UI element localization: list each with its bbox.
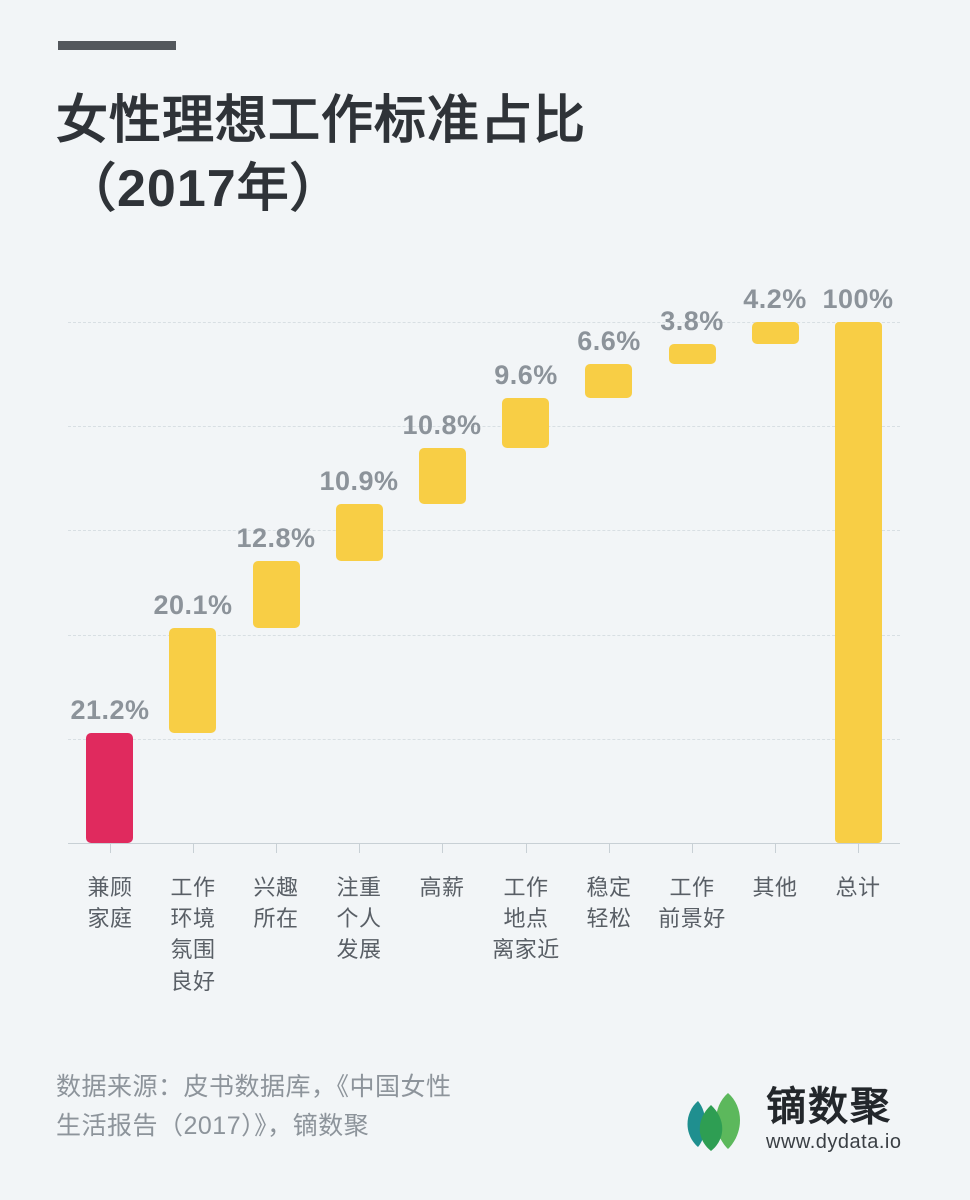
category-label-line: 高薪 <box>419 875 465 900</box>
category-label: 注重 个人 发展 <box>320 872 398 966</box>
category-label: 兴趣 所在 <box>237 872 315 934</box>
gridline <box>68 738 900 740</box>
source-line-1: 数据来源：皮书数据库，《中国女性 <box>56 1073 452 1101</box>
category-label-line: 工作 <box>170 875 216 900</box>
bar-value-label: 10.8% <box>402 410 482 440</box>
x-axis-tick <box>775 844 776 853</box>
title-line-1: 女性理想工作标准占比 <box>56 92 587 150</box>
x-axis-tick <box>609 844 610 853</box>
title-line-2: （2017年） <box>64 159 343 218</box>
bar[interactable] <box>86 733 133 843</box>
page-title: 女性理想工作标准占比 （2017年） <box>56 88 776 223</box>
bar[interactable] <box>752 322 799 344</box>
gridline <box>68 426 900 428</box>
accent-bar <box>58 41 176 50</box>
category-label: 高薪 <box>403 872 481 903</box>
category-label-line: 兴趣 <box>253 875 299 900</box>
category-label-line: 稳定 <box>586 875 632 900</box>
bar-value-label: 3.8% <box>660 306 724 336</box>
category-label-line: 良好 <box>170 968 216 994</box>
bar-value-label: 20.1% <box>153 590 233 620</box>
bar-value-label: 9.6% <box>494 360 558 390</box>
category-label-line: 工作 <box>503 875 549 900</box>
category-label-line: 离家近 <box>492 937 560 963</box>
category-label-line: 家庭 <box>87 906 133 932</box>
category-label-line: 注重 <box>336 875 382 900</box>
x-axis-line <box>68 843 900 844</box>
category-label-line: 发展 <box>336 937 382 963</box>
category-label-line: 所在 <box>253 906 299 932</box>
category-label-line: 轻松 <box>586 906 632 932</box>
category-label-line: 地点 <box>503 906 549 932</box>
category-label-line: 个人 <box>336 906 382 932</box>
bar-value-label: 21.2% <box>70 695 150 725</box>
plot-area <box>68 322 900 843</box>
bar[interactable] <box>419 448 466 504</box>
category-label-line: 工作 <box>669 875 715 900</box>
leaf-icon <box>678 1081 756 1159</box>
gridline <box>68 322 900 323</box>
x-axis-tick <box>858 844 859 853</box>
bar[interactable] <box>585 364 632 398</box>
x-axis-tick <box>276 844 277 853</box>
logo-text: 镝数聚 www.dydata.io <box>766 1086 901 1154</box>
bar-value-label: 6.6% <box>577 326 641 356</box>
x-axis-tick <box>526 844 527 853</box>
x-axis-tick <box>442 844 443 853</box>
category-label: 工作 地点 离家近 <box>487 872 565 966</box>
logo-url: www.dydata.io <box>766 1131 902 1153</box>
category-label-line: 前景好 <box>658 906 726 932</box>
category-label-line: 环境 <box>170 906 216 932</box>
category-label: 其他 <box>736 872 814 903</box>
bar[interactable] <box>169 628 216 733</box>
category-label: 总计 <box>819 872 897 903</box>
category-label-line: 总计 <box>835 875 881 900</box>
category-label: 稳定 轻松 <box>570 872 648 934</box>
bar-value-label: 12.8% <box>236 523 316 553</box>
bar-value-label: 100% <box>822 284 894 314</box>
category-label-line: 其他 <box>752 875 798 900</box>
category-label: 工作 环境 氛围 良好 <box>154 872 232 997</box>
gridline <box>68 530 900 532</box>
x-axis-tick <box>359 844 360 853</box>
category-label-line: 氛围 <box>170 937 216 963</box>
source-line-2: 生活报告（2017）》，镝数聚 <box>56 1111 370 1140</box>
x-axis-tick <box>193 844 194 853</box>
brand-logo: 镝数聚 www.dydata.io <box>678 1078 904 1162</box>
category-label: 兼顾 家庭 <box>71 872 149 934</box>
bar[interactable] <box>336 504 383 561</box>
bar[interactable] <box>253 561 300 628</box>
gridline <box>68 634 900 636</box>
category-label: 工作 前景好 <box>653 872 731 934</box>
bar-value-label: 4.2% <box>743 284 807 314</box>
bar[interactable] <box>835 322 882 843</box>
x-axis-tick <box>692 844 693 853</box>
category-label-line: 兼顾 <box>87 875 133 900</box>
source-note: 数据来源：皮书数据库，《中国女性 生活报告（2017）》，镝数聚 <box>56 1068 656 1146</box>
logo-name: 镝数聚 <box>766 1085 892 1129</box>
bar[interactable] <box>502 398 549 448</box>
x-axis-tick <box>110 844 111 853</box>
bar-value-label: 10.9% <box>319 466 399 496</box>
bar[interactable] <box>669 344 716 364</box>
